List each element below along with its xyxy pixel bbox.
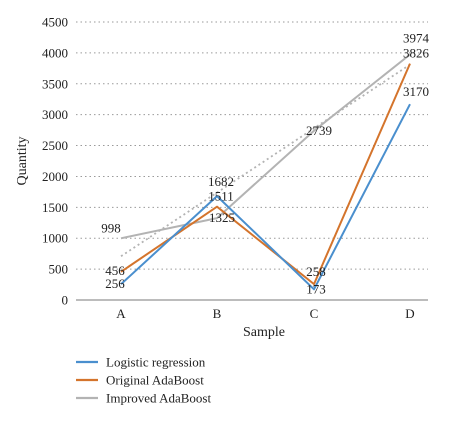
- data-label: 173: [306, 281, 326, 296]
- legend-label: Original AdaBoost: [106, 373, 204, 388]
- x-tick-label: B: [213, 306, 222, 321]
- axes: 0 500 1000 1500 2000 2500 3000 3500 4000 4500 A B C D: [42, 15, 428, 321]
- data-label: 998: [101, 220, 121, 235]
- y-tick-label: 4000: [42, 45, 68, 60]
- data-label: 1511: [208, 189, 234, 204]
- x-tick-label: C: [310, 306, 319, 321]
- data-label: 3826: [403, 46, 430, 61]
- x-axis-label: Sample: [243, 325, 285, 340]
- data-label: 2739: [306, 123, 332, 138]
- y-tick-label: 1000: [42, 231, 68, 246]
- data-label: 258: [306, 264, 326, 279]
- x-tick-label: D: [405, 306, 414, 321]
- data-label: 456: [105, 263, 125, 278]
- y-tick-label: 2000: [42, 169, 68, 184]
- series-line: [120, 103, 411, 291]
- series-line: [120, 53, 411, 240]
- data-label: 1682: [208, 174, 234, 189]
- y-tick-label: 2500: [42, 138, 68, 153]
- y-tick-label: 3000: [42, 107, 68, 122]
- y-tick-label: 3500: [42, 76, 68, 91]
- y-axis-label: Quantity: [15, 137, 30, 186]
- y-tick-label: 4500: [42, 15, 68, 30]
- data-label: 1325: [209, 210, 235, 225]
- y-tick-label: 500: [49, 262, 69, 277]
- legend-label: Improved AdaBoost: [106, 391, 211, 406]
- grid-lines: [76, 21, 428, 270]
- data-label: 256: [105, 276, 125, 291]
- data-label: 3974: [403, 30, 430, 45]
- y-tick-label: 0: [62, 293, 69, 308]
- legend-label: Logistic regression: [106, 355, 206, 370]
- x-tick-label: A: [116, 306, 126, 321]
- trendline-group: [120, 63, 411, 258]
- y-tick-label: 1500: [42, 200, 68, 215]
- data-label: 3170: [403, 84, 429, 99]
- series-lines: [120, 53, 411, 291]
- data-labels: 256 1682 173 3170 456 1511 258 3826 998 1325 2739 3…: [101, 30, 429, 296]
- legend: Logistic regression Original AdaBoost Impr…: [76, 355, 211, 406]
- trendline: [120, 63, 411, 258]
